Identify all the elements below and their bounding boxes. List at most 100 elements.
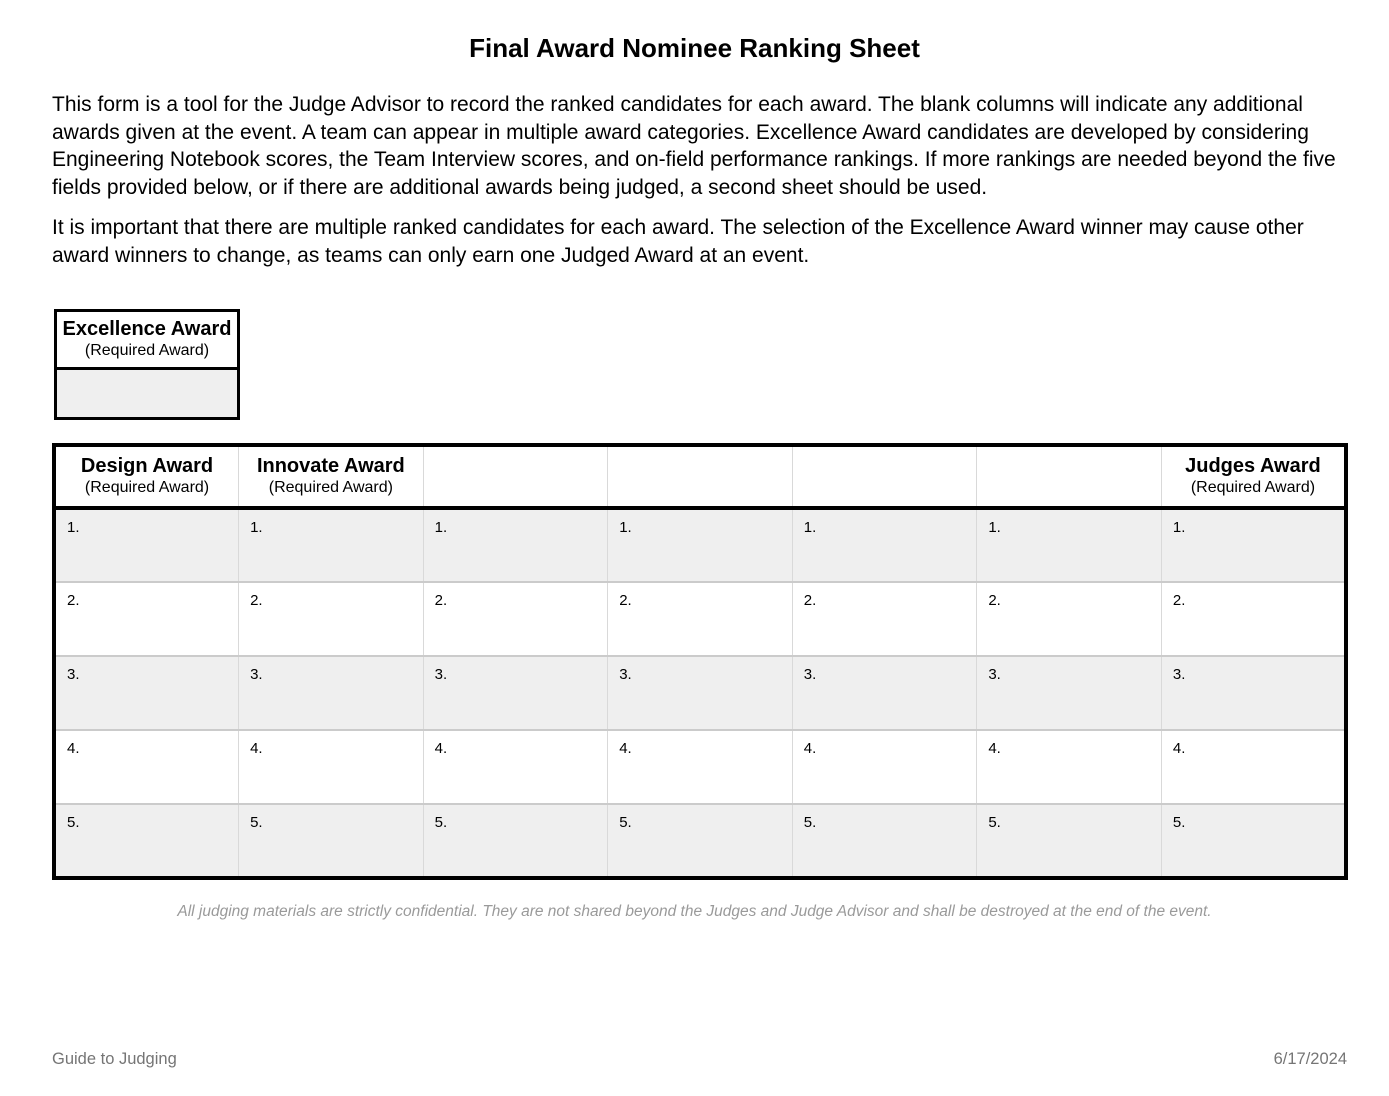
excellence-award-value-field[interactable]	[57, 370, 237, 418]
rank-cell[interactable]: 4.	[422, 729, 608, 804]
rank-number: 4.	[250, 740, 263, 757]
rank-cell[interactable]: 5.	[54, 803, 239, 878]
rank-cell[interactable]: 1.	[54, 508, 239, 582]
column-header-design-award: Design Award (Required Award)	[54, 445, 239, 510]
excellence-award-box: Excellence Award (Required Award)	[54, 309, 240, 421]
rank-cell[interactable]: 3.	[607, 655, 793, 730]
rank-cell[interactable]: 2.	[238, 581, 424, 656]
rank-cell[interactable]: 4.	[607, 729, 793, 804]
rank-number: 2.	[434, 592, 448, 609]
rank-cell[interactable]: 3.	[791, 655, 977, 730]
rank-cell[interactable]: 5.	[1160, 803, 1346, 878]
rank-number: 3.	[1172, 666, 1186, 683]
rank-number: 3.	[434, 666, 448, 683]
rank-number: 5.	[803, 814, 817, 831]
rank-cell[interactable]: 2.	[607, 581, 793, 656]
rank-cell[interactable]: 2.	[791, 581, 977, 656]
rank-number: 1.	[1172, 519, 1186, 536]
table-row: 1. 1. 1. 1. 1. 1. 1.	[54, 508, 1346, 582]
page-title: Final Award Nominee Ranking Sheet	[469, 33, 920, 63]
rank-cell[interactable]: 1.	[791, 508, 977, 582]
rank-cell[interactable]: 5.	[791, 803, 977, 878]
rank-number: 5.	[988, 814, 1001, 831]
ranking-table-head: Design Award (Required Award) Innovate Awa…	[54, 445, 1346, 510]
rank-cell[interactable]: 2.	[976, 581, 1162, 656]
rank-number: 5.	[1172, 814, 1186, 831]
ranking-table: Design Award (Required Award) Innovate Awa…	[52, 443, 1348, 880]
rank-number: 1.	[619, 519, 632, 536]
excellence-award-title: Excellence Award	[62, 318, 232, 340]
rank-number: 4.	[988, 740, 1001, 757]
rank-number: 2.	[250, 592, 263, 609]
rank-cell[interactable]: 4.	[54, 729, 239, 804]
rank-cell[interactable]: 4.	[976, 729, 1162, 804]
confidential-note: All judging materials are strictly confi…	[177, 903, 1212, 920]
rank-number: 4.	[803, 740, 817, 757]
rank-cell[interactable]: 3.	[54, 655, 239, 730]
table-row: 5. 5. 5. 5. 5. 5. 5.	[54, 803, 1346, 878]
rank-number: 1.	[803, 519, 817, 536]
excellence-award-header: Excellence Award (Required Award)	[57, 312, 237, 371]
rank-number: 4.	[619, 740, 632, 757]
rank-number: 2.	[803, 592, 817, 609]
rank-cell[interactable]: 5.	[238, 803, 424, 878]
rank-cell[interactable]: 4.	[791, 729, 977, 804]
rank-number: 3.	[67, 666, 80, 683]
ranking-table-body: 1. 1. 1. 1. 1. 1. 1. 2. 2. 2. 2. 2. 2. 2. 3. 3. 3. 3. 3. 3.…	[54, 508, 1346, 878]
rank-cell[interactable]: 1.	[1160, 508, 1346, 582]
ranking-table-header-row: Design Award (Required Award) Innovate Awa…	[54, 445, 1346, 510]
column-subtitle: (Required Award)	[1190, 478, 1316, 496]
rank-number: 5.	[67, 814, 80, 831]
rank-number: 1.	[988, 519, 1001, 536]
rank-cell[interactable]: 3.	[238, 655, 424, 730]
rank-cell[interactable]: 1.	[422, 508, 608, 582]
table-row: 3. 3. 3. 3. 3. 3. 3.	[54, 655, 1346, 730]
rank-cell[interactable]: 3.	[976, 655, 1162, 730]
table-row: 4. 4. 4. 4. 4. 4. 4.	[54, 729, 1346, 804]
column-header-blank	[607, 445, 793, 510]
rank-cell[interactable]: 2.	[1160, 581, 1346, 656]
rank-number: 4.	[1172, 740, 1186, 757]
rank-number: 2.	[67, 592, 80, 609]
rank-number: 2.	[1172, 592, 1186, 609]
table-row: 2. 2. 2. 2. 2. 2. 2.	[54, 581, 1346, 656]
rank-cell[interactable]: 4.	[238, 729, 424, 804]
rank-number: 3.	[803, 666, 817, 683]
rank-cell[interactable]: 1.	[238, 508, 424, 582]
column-header-blank	[791, 445, 977, 510]
column-title: Judges Award	[1185, 455, 1321, 478]
rank-cell[interactable]: 5.	[607, 803, 793, 878]
rank-number: 4.	[434, 740, 448, 757]
rank-cell[interactable]: 2.	[54, 581, 239, 656]
intro-paragraph: It is important that there are multiple …	[52, 216, 1304, 267]
excellence-award-subtitle: (Required Award)	[84, 341, 210, 359]
intro-paragraph: This form is a tool for the Judge Adviso…	[52, 93, 1336, 199]
rank-number: 5.	[619, 814, 632, 831]
rank-cell[interactable]: 5.	[976, 803, 1162, 878]
page-footer: Guide to Judging 6/17/2024	[52, 1050, 1347, 1069]
column-header-judges-award: Judges Award (Required Award)	[1160, 445, 1346, 510]
rank-number: 1.	[67, 519, 80, 536]
rank-number: 1.	[250, 519, 263, 536]
rank-cell[interactable]: 5.	[422, 803, 608, 878]
footer-doc-name: Guide to Judging	[52, 1050, 177, 1068]
rank-number: 1.	[434, 519, 448, 536]
rank-cell[interactable]: 1.	[976, 508, 1162, 582]
rank-number: 4.	[67, 740, 80, 757]
column-subtitle: (Required Award)	[268, 478, 393, 496]
rank-cell[interactable]: 2.	[422, 581, 608, 656]
column-title: Design Award	[80, 455, 214, 478]
rank-number: 5.	[434, 814, 448, 831]
column-title: Innovate Award	[256, 455, 405, 478]
rank-number: 5.	[250, 814, 263, 831]
rank-cell[interactable]: 3.	[1160, 655, 1346, 730]
intro-text: This form is a tool for the Judge Adviso…	[52, 91, 1339, 282]
column-header-blank	[976, 445, 1162, 510]
rank-cell[interactable]: 3.	[422, 655, 608, 730]
rank-number: 3.	[250, 666, 263, 683]
rank-number: 2.	[988, 592, 1001, 609]
rank-cell[interactable]: 1.	[607, 508, 793, 582]
column-header-innovate-award: Innovate Award (Required Award)	[238, 445, 424, 510]
rank-cell[interactable]: 4.	[1160, 729, 1346, 804]
